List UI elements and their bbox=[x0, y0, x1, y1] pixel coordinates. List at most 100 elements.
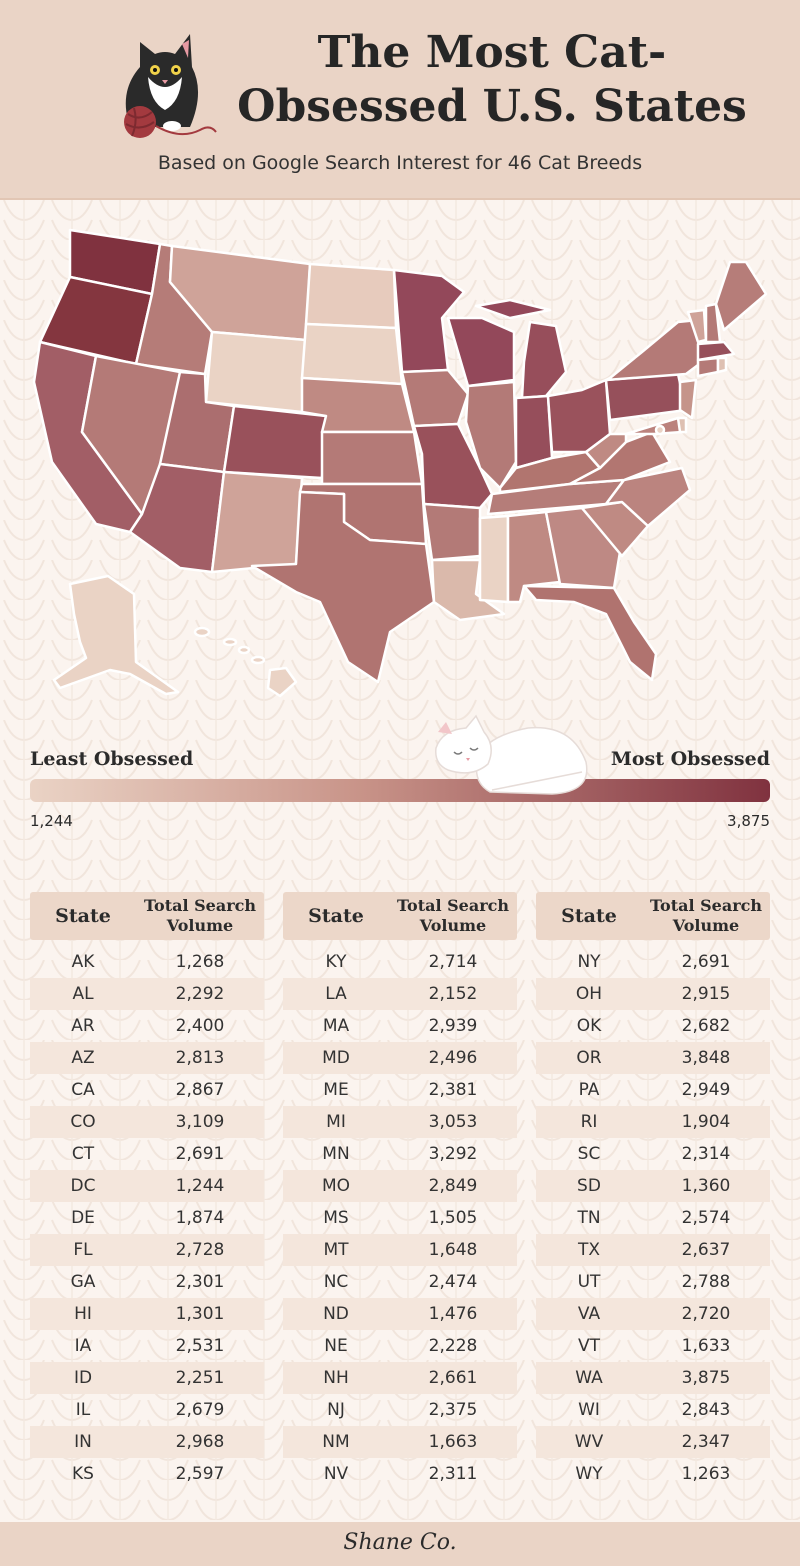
cell-state: VT bbox=[577, 1336, 600, 1356]
table-row: ND 1,476 bbox=[283, 1298, 517, 1330]
cell-state: RI bbox=[580, 1112, 598, 1132]
table-row: VA 2,720 bbox=[536, 1298, 770, 1330]
table-row: GA 2,301 bbox=[30, 1266, 264, 1298]
cell-state: NH bbox=[323, 1368, 349, 1388]
state-mi bbox=[520, 320, 568, 400]
cell-volume: 1,874 bbox=[175, 1208, 225, 1228]
cell-volume: 1,301 bbox=[175, 1304, 225, 1324]
table-row: HI 1,301 bbox=[30, 1298, 264, 1330]
cell-volume: 2,682 bbox=[681, 1016, 731, 1036]
cell-state: VA bbox=[577, 1304, 601, 1324]
state-mi-upper bbox=[474, 298, 552, 320]
table-row: OH 2,915 bbox=[536, 978, 770, 1010]
table-row: NJ 2,375 bbox=[283, 1394, 517, 1426]
table-row: IA 2,531 bbox=[30, 1330, 264, 1362]
table-row: NM 1,663 bbox=[283, 1426, 517, 1458]
state-ma bbox=[696, 340, 736, 362]
table-row: AR 2,400 bbox=[30, 1010, 264, 1042]
legend-gradient-bar bbox=[30, 779, 770, 802]
cell-state: ME bbox=[323, 1080, 349, 1100]
cell-state: KS bbox=[72, 1464, 94, 1484]
table-row: MI 3,053 bbox=[283, 1106, 517, 1138]
table-row: MT 1,648 bbox=[283, 1234, 517, 1266]
cell-volume: 2,597 bbox=[175, 1464, 225, 1484]
table-row: MS 1,505 bbox=[283, 1202, 517, 1234]
state-wy bbox=[204, 330, 308, 414]
cell-volume: 1,505 bbox=[428, 1208, 478, 1228]
cell-state: MA bbox=[322, 1016, 350, 1036]
state-table-2: State Total Search Volume KY 2,714 LA 2,152 M… bbox=[283, 892, 517, 1490]
state-ak bbox=[52, 574, 180, 696]
table-row: RI 1,904 bbox=[536, 1106, 770, 1138]
table-row: NV 2,311 bbox=[283, 1458, 517, 1490]
table-row: WA 3,875 bbox=[536, 1362, 770, 1394]
cell-state: AK bbox=[71, 952, 95, 972]
cell-volume: 3,848 bbox=[681, 1048, 731, 1068]
state-ia bbox=[400, 368, 470, 428]
cell-state: MI bbox=[326, 1112, 346, 1132]
cell-state: CO bbox=[70, 1112, 96, 1132]
cell-volume: 2,939 bbox=[428, 1016, 478, 1036]
cell-state: MD bbox=[322, 1048, 350, 1068]
cell-state: SD bbox=[577, 1176, 601, 1196]
table-row: NE 2,228 bbox=[283, 1330, 517, 1362]
table-row: KS 2,597 bbox=[30, 1458, 264, 1490]
cell-volume: 2,311 bbox=[428, 1464, 478, 1484]
cell-state: OH bbox=[575, 984, 603, 1004]
page-title: The Most Cat- Obsessed U.S. States bbox=[232, 26, 752, 134]
table-row: UT 2,788 bbox=[536, 1266, 770, 1298]
cell-state: FL bbox=[73, 1240, 93, 1260]
table-row: NC 2,474 bbox=[283, 1266, 517, 1298]
cell-volume: 2,375 bbox=[428, 1400, 478, 1420]
table-header: State Total Search Volume bbox=[536, 892, 770, 940]
cell-volume: 2,637 bbox=[681, 1240, 731, 1260]
table-row: CT 2,691 bbox=[30, 1138, 264, 1170]
cell-volume: 2,531 bbox=[175, 1336, 225, 1356]
cell-state: SC bbox=[577, 1144, 601, 1164]
cell-state: MO bbox=[321, 1176, 351, 1196]
cell-volume: 3,053 bbox=[428, 1112, 478, 1132]
cell-state: TX bbox=[577, 1240, 601, 1260]
cell-state: NE bbox=[324, 1336, 348, 1356]
cell-state: ND bbox=[323, 1304, 349, 1324]
table-row: IL 2,679 bbox=[30, 1394, 264, 1426]
state-dc bbox=[654, 424, 666, 436]
table-header: State Total Search Volume bbox=[30, 892, 264, 940]
cell-volume: 1,648 bbox=[428, 1240, 478, 1260]
us-choropleth-map bbox=[32, 228, 768, 698]
table-header: State Total Search Volume bbox=[283, 892, 517, 940]
cell-state: UT bbox=[577, 1272, 601, 1292]
cell-volume: 1,663 bbox=[428, 1432, 478, 1452]
cell-volume: 1,263 bbox=[681, 1464, 731, 1484]
table-row: CA 2,867 bbox=[30, 1074, 264, 1106]
cell-volume: 2,314 bbox=[681, 1144, 731, 1164]
legend-max-value: 3,875 bbox=[727, 812, 770, 830]
state-wi bbox=[446, 316, 516, 388]
cell-state: MT bbox=[323, 1240, 349, 1260]
state-de bbox=[676, 416, 688, 434]
table-row: NH 2,661 bbox=[283, 1362, 517, 1394]
table-row: WV 2,347 bbox=[536, 1426, 770, 1458]
table-row: FL 2,728 bbox=[30, 1234, 264, 1266]
cell-state: GA bbox=[70, 1272, 96, 1292]
state-mo bbox=[412, 422, 494, 510]
table-row: IN 2,968 bbox=[30, 1426, 264, 1458]
cell-volume: 1,904 bbox=[681, 1112, 731, 1132]
state-pa bbox=[604, 372, 688, 422]
cell-volume: 2,347 bbox=[681, 1432, 731, 1452]
table-row: SC 2,314 bbox=[536, 1138, 770, 1170]
header-volume: Total Search Volume bbox=[396, 896, 510, 935]
cell-state: HI bbox=[74, 1304, 92, 1324]
cell-state: CA bbox=[71, 1080, 95, 1100]
table-row: MA 2,939 bbox=[283, 1010, 517, 1042]
state-me bbox=[714, 260, 768, 332]
cell-volume: 2,400 bbox=[175, 1016, 225, 1036]
table-row: AZ 2,813 bbox=[30, 1042, 264, 1074]
table-row: WY 1,263 bbox=[536, 1458, 770, 1490]
cell-volume: 2,813 bbox=[175, 1048, 225, 1068]
cell-volume: 1,360 bbox=[681, 1176, 731, 1196]
table-row: DC 1,244 bbox=[30, 1170, 264, 1202]
header-state: State bbox=[55, 905, 111, 927]
table-row: PA 2,949 bbox=[536, 1074, 770, 1106]
state-ar bbox=[422, 502, 482, 562]
